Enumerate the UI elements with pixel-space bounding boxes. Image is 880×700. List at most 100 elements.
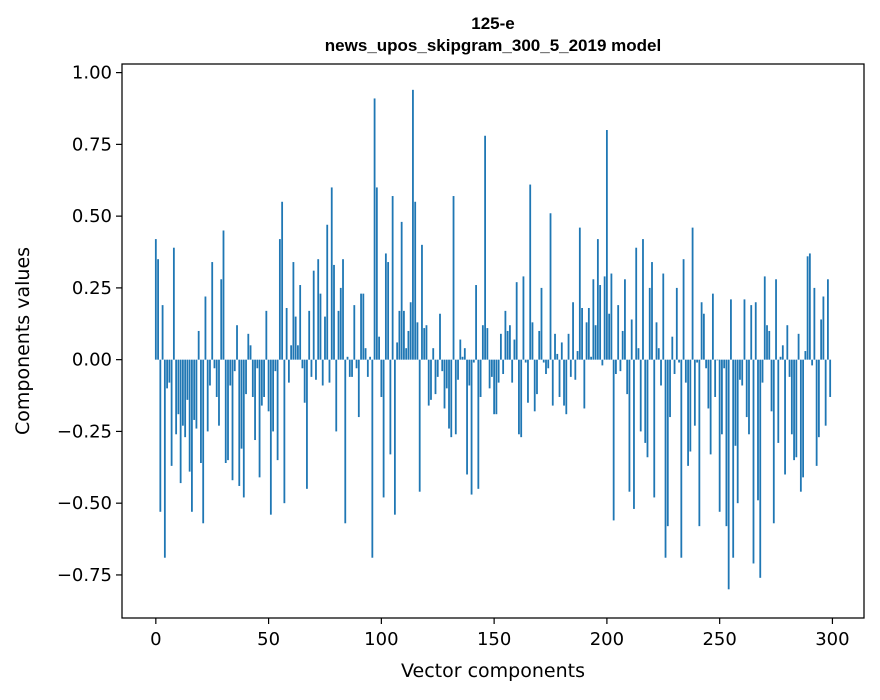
bar-component-128	[443, 359, 446, 409]
bar-component-180	[560, 342, 563, 360]
bar-component-13	[184, 359, 187, 438]
bar-component-244	[705, 359, 708, 369]
bar-component-42	[249, 345, 252, 360]
bar-component-17	[193, 359, 196, 420]
bar-component-153	[499, 333, 502, 360]
bar-component-239	[693, 359, 696, 426]
plot-frame	[121, 63, 865, 619]
bar-component-274	[772, 359, 775, 524]
bar-component-99	[378, 336, 380, 360]
bar-component-210	[628, 359, 631, 492]
bar-component-18	[195, 359, 198, 429]
bar-component-78	[330, 187, 333, 360]
y-axis-label: Components values	[12, 247, 34, 435]
bar-component-282	[790, 359, 793, 435]
bar-component-281	[788, 359, 791, 377]
bar-component-253	[725, 359, 728, 527]
bar-component-14	[186, 359, 189, 400]
bar-component-221	[653, 359, 656, 498]
bar-component-101	[382, 359, 385, 498]
y-tick-label: −0.25	[57, 421, 112, 442]
bar-component-278	[781, 345, 784, 360]
bar-component-129	[445, 359, 448, 389]
bar-component-52	[272, 359, 274, 432]
bar-component-216	[642, 239, 644, 360]
y-tick-label: 1.00	[72, 63, 112, 84]
bar-component-169	[536, 359, 538, 395]
bar-component-187	[576, 351, 579, 360]
bar-component-71	[315, 359, 317, 380]
bar-component-254	[727, 359, 730, 590]
bar-component-109	[400, 221, 403, 360]
bar-component-226	[664, 359, 667, 558]
bar-component-37	[238, 359, 241, 486]
bar-component-60	[290, 345, 293, 360]
bar-component-255	[730, 299, 732, 360]
bar-component-141	[472, 359, 475, 363]
bar-component-124	[434, 359, 437, 395]
bar-component-218	[646, 359, 649, 458]
y-tick-label: −0.50	[57, 493, 112, 514]
bar-component-251	[721, 359, 723, 435]
bar-component-268	[759, 359, 762, 578]
bar-component-75	[324, 316, 326, 360]
bar-component-110	[403, 310, 405, 360]
bar-component-230	[673, 359, 676, 375]
bar-component-122	[430, 359, 432, 400]
bar-component-279	[784, 359, 786, 475]
bar-component-118	[421, 244, 423, 360]
bar-component-51	[269, 359, 272, 515]
bar-component-39	[242, 359, 245, 498]
bar-component-194	[592, 279, 595, 360]
bars-layer	[154, 89, 832, 590]
bar-component-256	[732, 359, 735, 558]
bar-component-250	[718, 359, 721, 512]
bar-component-297	[824, 359, 827, 426]
bar-component-291	[811, 359, 814, 366]
bar-component-183	[567, 333, 570, 360]
bar-component-248	[714, 359, 717, 397]
bar-component-32	[227, 359, 229, 461]
bar-component-173	[545, 359, 547, 375]
bar-component-149	[490, 359, 493, 377]
bar-component-266	[754, 302, 757, 360]
bar-component-65	[301, 359, 304, 369]
bar-component-135	[459, 339, 462, 360]
bar-component-236	[687, 359, 689, 466]
bar-component-28	[218, 359, 220, 426]
bar-component-112	[407, 330, 410, 360]
bar-component-83	[342, 259, 344, 360]
bar-component-168	[533, 359, 536, 412]
bar-component-69	[310, 359, 313, 377]
bar-component-240	[696, 359, 698, 363]
bar-component-261	[743, 299, 746, 360]
bar-component-208	[624, 279, 626, 360]
bar-component-76	[326, 224, 329, 360]
bar-component-231	[675, 287, 678, 360]
bar-component-214	[637, 348, 640, 360]
bar-component-270	[763, 276, 766, 360]
bar-component-262	[745, 359, 748, 418]
bar-component-8	[172, 247, 175, 360]
bar-component-224	[660, 359, 662, 386]
bar-component-207	[621, 330, 624, 360]
bar-component-215	[639, 359, 642, 432]
bar-component-103	[387, 262, 390, 360]
bar-component-19	[197, 330, 200, 360]
bar-component-222	[655, 322, 658, 360]
bar-component-134	[457, 359, 459, 380]
bar-component-166	[529, 184, 532, 360]
x-tick-label: 200	[590, 629, 624, 650]
bar-component-188	[578, 227, 581, 360]
x-tick-label: 250	[702, 629, 736, 650]
bar-component-6	[168, 359, 171, 383]
bar-component-63	[297, 345, 299, 360]
bar-component-196	[596, 239, 599, 360]
bar-component-94	[366, 359, 369, 377]
bar-component-145	[481, 325, 484, 360]
bar-component-272	[768, 330, 771, 360]
bar-component-104	[389, 359, 392, 455]
bar-component-167	[531, 322, 534, 360]
bar-component-98	[375, 187, 378, 360]
